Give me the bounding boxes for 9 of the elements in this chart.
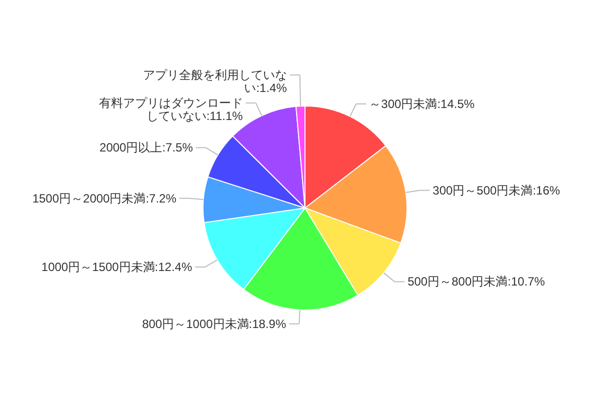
slice-label: ～300円未満:14.5% [369, 96, 475, 111]
slice-label: 1000円～1500円未満:12.4% [41, 260, 192, 274]
slice-label: 2000円以上:7.5% [100, 140, 194, 155]
slice-label: 1500円～2000円未満:7.2% [32, 191, 177, 206]
slice-label: 500円～800円未満:10.7% [408, 274, 546, 289]
slice-label: 300円～500円未満:16% [432, 183, 560, 198]
slice-label: 有料アプリはダウンロードしていない:11.1% [98, 96, 244, 123]
slice-label: 800円～1000円未満:18.9% [142, 316, 286, 331]
slice-label: アプリ全般を利用していない:1.4% [142, 68, 288, 95]
